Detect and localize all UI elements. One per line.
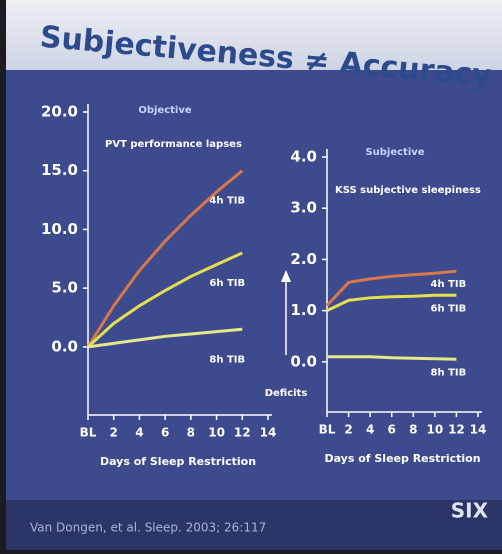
x-tick-label: 10 bbox=[208, 426, 225, 440]
x-tick-label: 4 bbox=[135, 426, 143, 440]
y-tick-label: 3.0 bbox=[290, 199, 317, 217]
x-tick-label: BL bbox=[319, 423, 336, 437]
x-tick-label: 8 bbox=[187, 426, 195, 440]
y-tick-label: 10.0 bbox=[41, 220, 78, 238]
y-tick-label: 20.0 bbox=[41, 103, 78, 121]
x-tick-label: 14 bbox=[470, 423, 487, 437]
x-tick-label: 14 bbox=[260, 426, 277, 440]
y-tick-label: 15.0 bbox=[41, 161, 78, 179]
x-tick-label: 10 bbox=[427, 423, 444, 437]
chart-subtitle: Objective bbox=[138, 105, 192, 116]
series-label: 8h TIB bbox=[431, 367, 467, 378]
x-tick-label: 2 bbox=[344, 423, 352, 437]
annotation: PVT performance lapses bbox=[105, 139, 242, 150]
deficits-label: Deficits bbox=[265, 388, 308, 399]
x-tick-label: 2 bbox=[110, 426, 118, 440]
x-tick-label: 6 bbox=[161, 426, 169, 440]
x-tick-label: 6 bbox=[388, 423, 396, 437]
series-label: 4h TIB bbox=[209, 196, 245, 207]
y-tick-label: 5.0 bbox=[51, 279, 78, 297]
x-tick-label: 12 bbox=[448, 423, 465, 437]
y-tick-label: 2.0 bbox=[290, 250, 317, 268]
y-tick-label: 1.0 bbox=[290, 301, 317, 319]
y-tick-label: 4.0 bbox=[290, 148, 317, 166]
page: Subjectiveness ≠ Accuracy Van Dongen, et… bbox=[0, 0, 502, 550]
x-tick-label: BL bbox=[80, 426, 97, 440]
annotation: KSS subjective sleepiness bbox=[335, 185, 481, 196]
logo: SIX bbox=[451, 499, 489, 523]
chart-subtitle: Subjective bbox=[365, 147, 424, 158]
x-tick-label: 4 bbox=[366, 423, 374, 437]
x-axis-label: Days of Sleep Restriction bbox=[324, 452, 480, 465]
x-tick-label: 12 bbox=[234, 426, 251, 440]
series-label: 6h TIB bbox=[431, 303, 467, 314]
series-label: 6h TIB bbox=[209, 278, 245, 289]
x-axis-label: Days of Sleep Restriction bbox=[100, 455, 256, 468]
series-label: 4h TIB bbox=[431, 279, 467, 290]
y-tick-label: 0.0 bbox=[51, 337, 78, 355]
series-label: 8h TIB bbox=[209, 354, 245, 365]
citation: Van Dongen, et al. Sleep. 2003; 26:117 bbox=[30, 521, 266, 535]
y-tick-label: 0.0 bbox=[290, 352, 317, 370]
slide: Subjectiveness ≠ Accuracy Van Dongen, et… bbox=[0, 0, 502, 550]
x-tick-label: 8 bbox=[409, 423, 417, 437]
